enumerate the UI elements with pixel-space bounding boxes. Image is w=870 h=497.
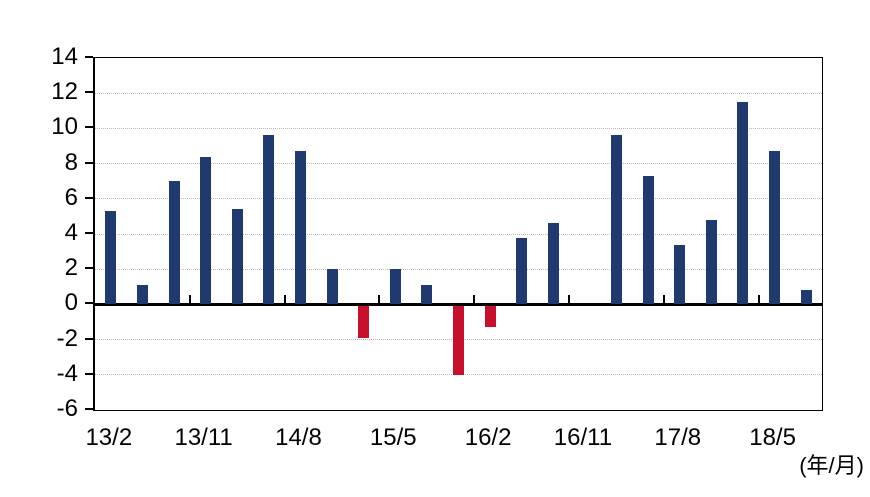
- y-axis-ticks: [85, 56, 93, 410]
- y-axis-label: -6: [56, 395, 78, 422]
- zero-axis-line: [95, 302, 822, 306]
- bar: [769, 151, 781, 305]
- y-axis-tick: [85, 91, 93, 94]
- y-axis-label: 14: [51, 43, 78, 70]
- bar: [263, 135, 275, 305]
- category-tick: [662, 295, 665, 305]
- bar: [105, 211, 117, 305]
- x-axis-label: 15/5: [369, 424, 417, 451]
- category-tick: [757, 295, 760, 305]
- y-axis-tick: [85, 408, 93, 410]
- bar: [358, 305, 370, 338]
- y-axis-label: 6: [64, 183, 78, 211]
- y-axis-label: 0: [64, 289, 78, 317]
- bar: [800, 290, 812, 305]
- y-axis-tick: [85, 302, 93, 305]
- gridline: [95, 233, 822, 235]
- bar: [516, 237, 528, 305]
- y-axis-tick: [85, 337, 93, 340]
- x-axis-label: 16/11: [553, 424, 613, 451]
- y-axis-label: -4: [56, 359, 78, 387]
- y-axis-label: 4: [64, 219, 78, 246]
- x-axis-label: 13/2: [85, 424, 133, 451]
- bar: [421, 285, 433, 305]
- y-axis-tick: [85, 372, 93, 375]
- gridline: [95, 374, 822, 376]
- bar: [737, 102, 749, 305]
- bar: [389, 269, 401, 305]
- x-axis-label: 16/2: [464, 424, 512, 451]
- gridline: [95, 92, 822, 94]
- y-axis-labels: 14 12 10 8 6 4 2 0 -2 -4 -6: [0, 43, 78, 422]
- y-axis-label: 8: [64, 148, 78, 176]
- y-axis-label: 2: [64, 254, 78, 282]
- y-axis-tick: [85, 126, 93, 129]
- y-axis-tick: [85, 161, 93, 164]
- bar: [547, 223, 559, 305]
- x-axis-label: 17/8: [654, 424, 702, 451]
- gridline: [95, 268, 822, 270]
- bar: [484, 305, 496, 327]
- bar: [611, 135, 623, 305]
- y-axis-tick: [85, 56, 93, 58]
- bar: [642, 175, 654, 305]
- category-tick: [283, 295, 286, 305]
- bar: [294, 151, 306, 305]
- plot-area: [93, 57, 823, 411]
- x-axis-label: 18/5: [749, 424, 796, 451]
- bar: [705, 219, 717, 305]
- bar: [200, 156, 212, 305]
- category-tick: [473, 295, 476, 305]
- category-tick: [568, 295, 571, 305]
- y-axis-label: 12: [51, 78, 78, 106]
- y-axis-label: -2: [56, 324, 78, 352]
- x-axis-unit-label: (年/月): [799, 453, 864, 478]
- gridline: [95, 163, 822, 165]
- gridline: [95, 198, 822, 200]
- x-axis-label: 13/11: [174, 424, 233, 451]
- category-tick: [378, 295, 381, 305]
- bar: [453, 305, 464, 375]
- y-axis-label: 10: [51, 113, 78, 141]
- y-axis-tick: [85, 267, 93, 270]
- bar: [136, 285, 148, 305]
- bar: [168, 181, 180, 305]
- bar: [231, 209, 243, 305]
- y-axis-tick: [85, 196, 93, 199]
- category-tick: [188, 295, 191, 305]
- x-axis-label: 14/8: [275, 424, 322, 451]
- bar: [326, 269, 338, 305]
- gridline: [95, 127, 822, 129]
- bar: [674, 244, 686, 305]
- y-axis-tick: [85, 232, 93, 234]
- x-axis-labels: 13/2 13/11 14/8 15/5 16/2 16/11 17/8 18/5: [85, 424, 820, 454]
